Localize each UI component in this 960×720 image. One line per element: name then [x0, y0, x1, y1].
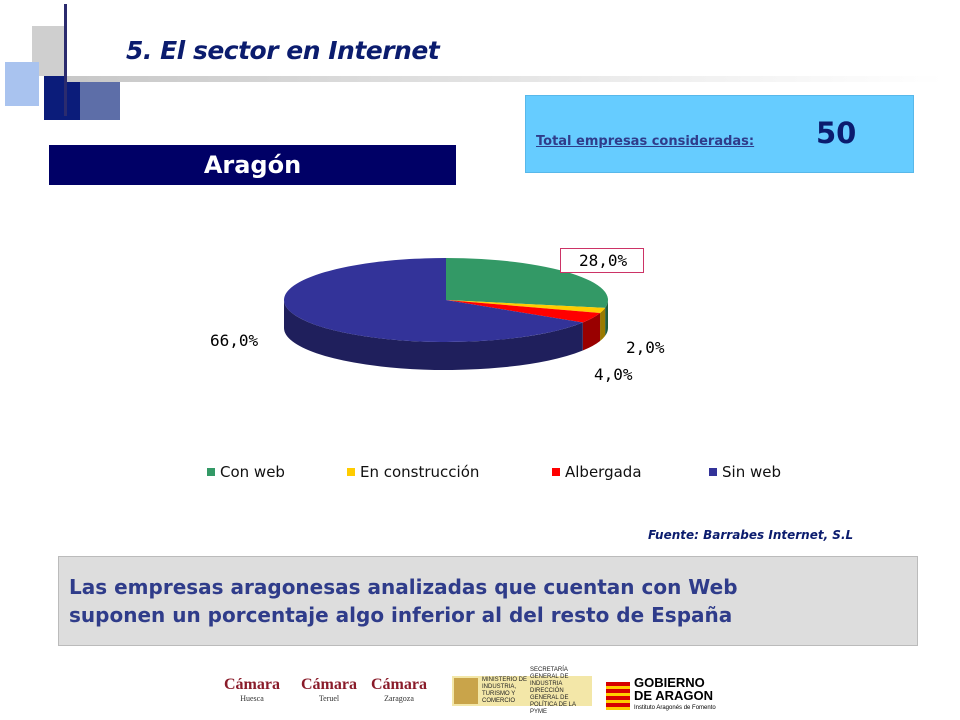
header-rule	[64, 76, 944, 82]
decor-lightblue-square	[5, 62, 39, 106]
logo-camara-text: Cámara	[224, 676, 280, 693]
logo-camara-text: Cámara	[301, 676, 357, 693]
logo-ministerio-name: MINISTERIO DE INDUSTRIA, TURISMO Y COMER…	[482, 677, 528, 704]
logo-secretaria-name: SECRETARÍA GENERAL DE INDUSTRIA	[530, 666, 569, 687]
coat-of-arms-icon	[454, 678, 478, 704]
legend-swatch	[709, 468, 717, 476]
pie-slice-con-web	[446, 258, 608, 308]
region-banner: Aragón	[49, 145, 456, 185]
logo-gobierno-aragon: GOBIERNO DE ARAGON Instituto Aragonés de…	[606, 676, 716, 715]
logo-camara-teruel: Cámara Teruel	[301, 676, 357, 703]
legend-swatch	[207, 468, 215, 476]
logo-camara-city: Teruel	[318, 694, 340, 703]
pie-chart	[284, 258, 608, 370]
legend-swatch	[552, 468, 560, 476]
legend-label: Con web	[220, 463, 285, 481]
pie-tops	[284, 258, 608, 342]
legend-item-sin-web: Sin web	[709, 463, 781, 481]
legend-item-con-web: Con web	[207, 463, 285, 481]
logo-camara-text: Cámara	[371, 676, 427, 693]
legend-item-en-construccion: En construcción	[347, 463, 479, 481]
slice-label-con-web: 28,0%	[560, 248, 645, 273]
logo-camara-city: Huesca	[240, 694, 264, 703]
logo-gobierno-sub: Instituto Aragonés de Fomento	[634, 705, 716, 711]
logo-gobierno-line1: GOBIERNO	[634, 675, 705, 690]
slice-label-albergada: 4,0%	[594, 365, 633, 384]
pie-slice-albergada	[446, 300, 601, 323]
header-vertical-rule	[64, 4, 67, 116]
pie-side-sin-web	[284, 300, 583, 370]
conclusion-line-1: Las empresas aragonesas analizadas que c…	[69, 575, 738, 599]
conclusion-line-2: suponen un porcentaje algo inferior al d…	[69, 603, 733, 627]
pie-side-con-web	[605, 300, 608, 336]
logo-direccion-name: DIRECCIÓN GENERAL DE POLÍTICA DE LA PYME	[530, 687, 576, 715]
conclusion-box: Las empresas aragonesas analizadas que c…	[58, 556, 918, 646]
decor-navy-shade	[80, 76, 120, 120]
source-note: Fuente: Barrabes Internet, S.L	[648, 528, 854, 542]
total-companies-box: Total empresas consideradas: 50	[525, 95, 914, 173]
logo-camara-huesca: Cámara Huesca	[224, 676, 280, 703]
logo-ministerio: MINISTERIO DE INDUSTRIA, TURISMO Y COMER…	[452, 667, 592, 715]
logo-gobierno-line2: DE ARAGON	[634, 688, 713, 703]
slice-label-sin-web: 66,0%	[210, 331, 259, 350]
total-companies-value: 50	[816, 116, 857, 150]
pie-slice-en-construccion	[446, 300, 606, 313]
legend-label: Albergada	[565, 463, 642, 481]
pie-side-en-construccion	[600, 307, 606, 341]
logo-camara-zaragoza: Cámara Zaragoza	[371, 676, 427, 703]
pie-side-albergada	[582, 312, 601, 351]
slide-title: 5. El sector en Internet	[126, 36, 440, 65]
pie-sides	[284, 300, 608, 370]
logo-camara-city: Zaragoza	[384, 694, 414, 703]
legend-item-albergada: Albergada	[552, 463, 642, 481]
aragon-flag-icon	[606, 681, 630, 710]
legend-swatch	[347, 468, 355, 476]
slice-label-en-construccion: 2,0%	[626, 338, 665, 357]
total-companies-label: Total empresas consideradas:	[536, 134, 755, 149]
legend-label: En construcción	[360, 463, 480, 481]
pie-slice-sin-web	[284, 258, 583, 342]
legend-label: Sin web	[722, 463, 781, 481]
